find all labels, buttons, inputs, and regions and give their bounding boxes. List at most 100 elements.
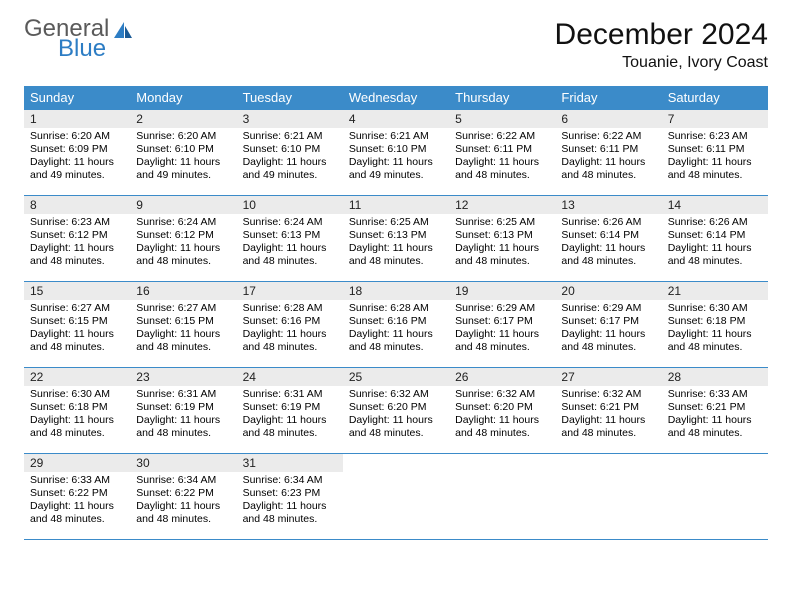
day-number: 4	[343, 110, 449, 128]
calendar-cell: 17Sunrise: 6:28 AMSunset: 6:16 PMDayligh…	[237, 282, 343, 368]
day-data: Sunrise: 6:25 AMSunset: 6:13 PMDaylight:…	[343, 214, 449, 273]
calendar-cell: 2Sunrise: 6:20 AMSunset: 6:10 PMDaylight…	[130, 110, 236, 196]
calendar-cell	[662, 454, 768, 540]
calendar-cell: 7Sunrise: 6:23 AMSunset: 6:11 PMDaylight…	[662, 110, 768, 196]
calendar-cell: 1Sunrise: 6:20 AMSunset: 6:09 PMDaylight…	[24, 110, 130, 196]
day-data: Sunrise: 6:33 AMSunset: 6:22 PMDaylight:…	[24, 472, 130, 531]
calendar-cell: 22Sunrise: 6:30 AMSunset: 6:18 PMDayligh…	[24, 368, 130, 454]
day-data: Sunrise: 6:28 AMSunset: 6:16 PMDaylight:…	[237, 300, 343, 359]
day-data: Sunrise: 6:24 AMSunset: 6:13 PMDaylight:…	[237, 214, 343, 273]
weekday-header: Friday	[555, 86, 661, 110]
day-number: 30	[130, 454, 236, 472]
calendar-cell: 29Sunrise: 6:33 AMSunset: 6:22 PMDayligh…	[24, 454, 130, 540]
day-data: Sunrise: 6:34 AMSunset: 6:23 PMDaylight:…	[237, 472, 343, 531]
calendar-cell: 25Sunrise: 6:32 AMSunset: 6:20 PMDayligh…	[343, 368, 449, 454]
day-data: Sunrise: 6:32 AMSunset: 6:20 PMDaylight:…	[449, 386, 555, 445]
calendar-cell	[449, 454, 555, 540]
day-number: 31	[237, 454, 343, 472]
day-number: 29	[24, 454, 130, 472]
calendar-cell: 5Sunrise: 6:22 AMSunset: 6:11 PMDaylight…	[449, 110, 555, 196]
day-data: Sunrise: 6:33 AMSunset: 6:21 PMDaylight:…	[662, 386, 768, 445]
day-number: 2	[130, 110, 236, 128]
day-number: 10	[237, 196, 343, 214]
calendar-row: 8Sunrise: 6:23 AMSunset: 6:12 PMDaylight…	[24, 196, 768, 282]
calendar-cell: 26Sunrise: 6:32 AMSunset: 6:20 PMDayligh…	[449, 368, 555, 454]
calendar-cell: 20Sunrise: 6:29 AMSunset: 6:17 PMDayligh…	[555, 282, 661, 368]
day-number: 27	[555, 368, 661, 386]
calendar-cell: 3Sunrise: 6:21 AMSunset: 6:10 PMDaylight…	[237, 110, 343, 196]
day-number: 11	[343, 196, 449, 214]
day-data: Sunrise: 6:21 AMSunset: 6:10 PMDaylight:…	[343, 128, 449, 187]
weekday-header: Saturday	[662, 86, 768, 110]
weekday-header: Thursday	[449, 86, 555, 110]
day-data: Sunrise: 6:32 AMSunset: 6:20 PMDaylight:…	[343, 386, 449, 445]
day-number: 25	[343, 368, 449, 386]
day-data: Sunrise: 6:22 AMSunset: 6:11 PMDaylight:…	[449, 128, 555, 187]
calendar-cell: 30Sunrise: 6:34 AMSunset: 6:22 PMDayligh…	[130, 454, 236, 540]
calendar-cell: 11Sunrise: 6:25 AMSunset: 6:13 PMDayligh…	[343, 196, 449, 282]
title-block: December 2024 Touanie, Ivory Coast	[555, 18, 768, 72]
calendar-cell: 10Sunrise: 6:24 AMSunset: 6:13 PMDayligh…	[237, 196, 343, 282]
day-number: 8	[24, 196, 130, 214]
calendar-cell: 24Sunrise: 6:31 AMSunset: 6:19 PMDayligh…	[237, 368, 343, 454]
day-number: 5	[449, 110, 555, 128]
day-data: Sunrise: 6:27 AMSunset: 6:15 PMDaylight:…	[24, 300, 130, 359]
day-number: 28	[662, 368, 768, 386]
day-number: 19	[449, 282, 555, 300]
day-data: Sunrise: 6:27 AMSunset: 6:15 PMDaylight:…	[130, 300, 236, 359]
calendar-cell: 27Sunrise: 6:32 AMSunset: 6:21 PMDayligh…	[555, 368, 661, 454]
day-data: Sunrise: 6:23 AMSunset: 6:12 PMDaylight:…	[24, 214, 130, 273]
calendar-row: 29Sunrise: 6:33 AMSunset: 6:22 PMDayligh…	[24, 454, 768, 540]
day-number: 20	[555, 282, 661, 300]
calendar-cell	[343, 454, 449, 540]
day-data: Sunrise: 6:31 AMSunset: 6:19 PMDaylight:…	[237, 386, 343, 445]
day-data: Sunrise: 6:21 AMSunset: 6:10 PMDaylight:…	[237, 128, 343, 187]
day-data: Sunrise: 6:32 AMSunset: 6:21 PMDaylight:…	[555, 386, 661, 445]
weekday-header: Tuesday	[237, 86, 343, 110]
weekday-header: Monday	[130, 86, 236, 110]
day-data: Sunrise: 6:29 AMSunset: 6:17 PMDaylight:…	[449, 300, 555, 359]
calendar-cell: 13Sunrise: 6:26 AMSunset: 6:14 PMDayligh…	[555, 196, 661, 282]
logo: General Blue	[24, 18, 134, 59]
day-number: 22	[24, 368, 130, 386]
calendar-cell: 31Sunrise: 6:34 AMSunset: 6:23 PMDayligh…	[237, 454, 343, 540]
day-data: Sunrise: 6:34 AMSunset: 6:22 PMDaylight:…	[130, 472, 236, 531]
calendar-table: SundayMondayTuesdayWednesdayThursdayFrid…	[24, 86, 768, 540]
calendar-row: 1Sunrise: 6:20 AMSunset: 6:09 PMDaylight…	[24, 110, 768, 196]
day-data: Sunrise: 6:28 AMSunset: 6:16 PMDaylight:…	[343, 300, 449, 359]
day-data: Sunrise: 6:24 AMSunset: 6:12 PMDaylight:…	[130, 214, 236, 273]
day-number: 24	[237, 368, 343, 386]
weekday-header: Wednesday	[343, 86, 449, 110]
day-number: 13	[555, 196, 661, 214]
day-number: 21	[662, 282, 768, 300]
day-number: 1	[24, 110, 130, 128]
calendar-cell: 18Sunrise: 6:28 AMSunset: 6:16 PMDayligh…	[343, 282, 449, 368]
day-number: 7	[662, 110, 768, 128]
day-number: 9	[130, 196, 236, 214]
day-number: 17	[237, 282, 343, 300]
weekday-header: Sunday	[24, 86, 130, 110]
calendar-cell: 14Sunrise: 6:26 AMSunset: 6:14 PMDayligh…	[662, 196, 768, 282]
calendar-cell: 28Sunrise: 6:33 AMSunset: 6:21 PMDayligh…	[662, 368, 768, 454]
day-data: Sunrise: 6:26 AMSunset: 6:14 PMDaylight:…	[555, 214, 661, 273]
calendar-cell	[555, 454, 661, 540]
day-number: 26	[449, 368, 555, 386]
page-title: December 2024	[555, 18, 768, 52]
day-number: 15	[24, 282, 130, 300]
day-number: 14	[662, 196, 768, 214]
day-data: Sunrise: 6:20 AMSunset: 6:10 PMDaylight:…	[130, 128, 236, 187]
calendar-cell: 6Sunrise: 6:22 AMSunset: 6:11 PMDaylight…	[555, 110, 661, 196]
day-number: 23	[130, 368, 236, 386]
day-data: Sunrise: 6:30 AMSunset: 6:18 PMDaylight:…	[24, 386, 130, 445]
day-number: 16	[130, 282, 236, 300]
calendar-cell: 15Sunrise: 6:27 AMSunset: 6:15 PMDayligh…	[24, 282, 130, 368]
location: Touanie, Ivory Coast	[555, 54, 768, 72]
day-data: Sunrise: 6:30 AMSunset: 6:18 PMDaylight:…	[662, 300, 768, 359]
day-number: 12	[449, 196, 555, 214]
day-data: Sunrise: 6:20 AMSunset: 6:09 PMDaylight:…	[24, 128, 130, 187]
day-number: 18	[343, 282, 449, 300]
day-data: Sunrise: 6:26 AMSunset: 6:14 PMDaylight:…	[662, 214, 768, 273]
day-data: Sunrise: 6:22 AMSunset: 6:11 PMDaylight:…	[555, 128, 661, 187]
header: General Blue December 2024 Touanie, Ivor…	[24, 18, 768, 72]
day-number: 6	[555, 110, 661, 128]
